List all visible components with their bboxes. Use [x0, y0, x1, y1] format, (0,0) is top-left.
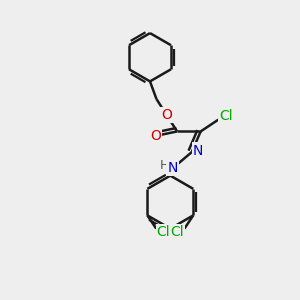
Text: Cl: Cl [157, 225, 170, 239]
Text: Cl: Cl [219, 109, 232, 123]
Text: N: N [167, 161, 178, 175]
Text: O: O [151, 129, 161, 143]
Text: Cl: Cl [170, 225, 184, 239]
Text: H: H [160, 159, 169, 172]
Text: O: O [161, 108, 172, 122]
Text: N: N [193, 144, 203, 158]
